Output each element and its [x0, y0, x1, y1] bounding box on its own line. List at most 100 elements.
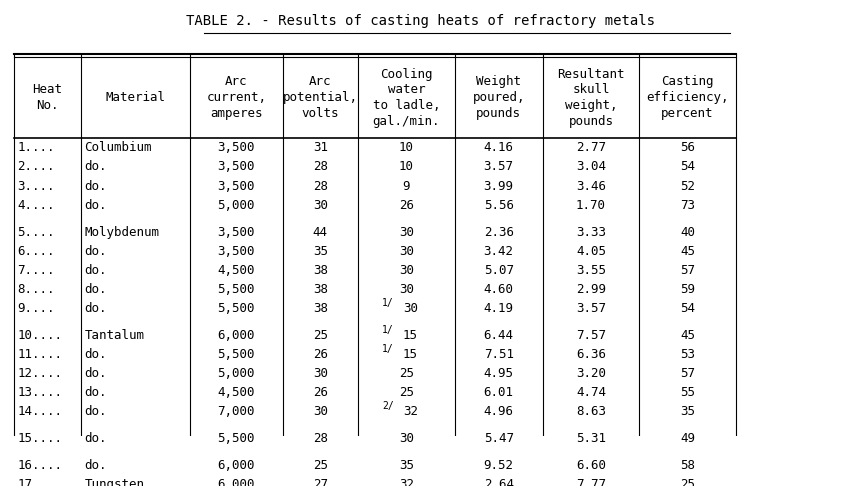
Text: 5,500: 5,500: [217, 302, 255, 315]
Text: 6,000: 6,000: [217, 459, 255, 472]
Text: 4.74: 4.74: [576, 386, 606, 399]
Text: 7.77: 7.77: [576, 478, 606, 486]
Text: 57: 57: [680, 264, 695, 277]
Text: 25: 25: [399, 367, 413, 380]
Text: do.: do.: [84, 433, 107, 445]
Text: Cooling: Cooling: [380, 68, 433, 81]
Text: Casting: Casting: [661, 75, 714, 88]
Text: 5....: 5....: [18, 226, 55, 239]
Text: 73: 73: [680, 199, 695, 211]
Text: 4.19: 4.19: [483, 302, 514, 315]
Text: 3.46: 3.46: [576, 179, 606, 192]
Text: 5,500: 5,500: [217, 433, 255, 445]
Text: Resultant: Resultant: [557, 68, 625, 81]
Text: 4,500: 4,500: [217, 386, 255, 399]
Text: 16....: 16....: [18, 459, 62, 472]
Text: 4.95: 4.95: [483, 367, 514, 380]
Text: 1/: 1/: [382, 344, 394, 354]
Text: 6.44: 6.44: [483, 329, 514, 342]
Text: 9....: 9....: [18, 302, 55, 315]
Text: 26: 26: [399, 199, 413, 211]
Text: 4....: 4....: [18, 199, 55, 211]
Text: 6.01: 6.01: [483, 386, 514, 399]
Text: 58: 58: [680, 459, 695, 472]
Text: do.: do.: [84, 160, 107, 174]
Text: 25: 25: [312, 459, 328, 472]
Text: 4.96: 4.96: [483, 405, 514, 418]
Text: do.: do.: [84, 264, 107, 277]
Text: Tantalum: Tantalum: [84, 329, 145, 342]
Text: 5,500: 5,500: [217, 283, 255, 296]
Text: 30: 30: [399, 283, 413, 296]
Text: 3,500: 3,500: [217, 226, 255, 239]
Text: amperes: amperes: [210, 107, 263, 120]
Text: do.: do.: [84, 405, 107, 418]
Text: 28: 28: [312, 160, 328, 174]
Text: Arc: Arc: [225, 75, 248, 88]
Text: 5.31: 5.31: [576, 433, 606, 445]
Text: 10: 10: [399, 160, 413, 174]
Text: 4,500: 4,500: [217, 264, 255, 277]
Text: 3....: 3....: [18, 179, 55, 192]
Text: efficiency,: efficiency,: [646, 91, 728, 104]
Text: 35: 35: [399, 459, 413, 472]
Text: 13....: 13....: [18, 386, 62, 399]
Text: do.: do.: [84, 386, 107, 399]
Text: Material: Material: [105, 91, 166, 104]
Text: 6,000: 6,000: [217, 478, 255, 486]
Text: 25: 25: [399, 386, 413, 399]
Text: 10: 10: [399, 141, 413, 154]
Text: 3.57: 3.57: [483, 160, 514, 174]
Text: 3.20: 3.20: [576, 367, 606, 380]
Text: TABLE 2. - Results of casting heats of refractory metals: TABLE 2. - Results of casting heats of r…: [186, 14, 656, 28]
Text: 17....: 17....: [18, 478, 62, 486]
Text: 32: 32: [403, 405, 418, 418]
Text: 53: 53: [680, 348, 695, 361]
Text: 12....: 12....: [18, 367, 62, 380]
Text: 57: 57: [680, 367, 695, 380]
Text: 3.99: 3.99: [483, 179, 514, 192]
Text: 4.60: 4.60: [483, 283, 514, 296]
Text: do.: do.: [84, 348, 107, 361]
Text: 45: 45: [680, 244, 695, 258]
Text: Columbium: Columbium: [84, 141, 152, 154]
Text: 6.36: 6.36: [576, 348, 606, 361]
Text: 26: 26: [312, 348, 328, 361]
Text: 4.16: 4.16: [483, 141, 514, 154]
Text: 27: 27: [312, 478, 328, 486]
Text: to ladle,: to ladle,: [372, 99, 440, 112]
Text: 3,500: 3,500: [217, 141, 255, 154]
Text: Arc: Arc: [309, 75, 332, 88]
Text: 28: 28: [312, 433, 328, 445]
Text: 38: 38: [312, 302, 328, 315]
Text: weight,: weight,: [565, 99, 617, 112]
Text: 4.05: 4.05: [576, 244, 606, 258]
Text: water: water: [387, 83, 425, 96]
Text: 5,000: 5,000: [217, 199, 255, 211]
Text: 32: 32: [399, 478, 413, 486]
Text: 1....: 1....: [18, 141, 55, 154]
Text: 35: 35: [680, 405, 695, 418]
Text: volts: volts: [301, 107, 339, 120]
Text: 30: 30: [399, 433, 413, 445]
Text: 54: 54: [680, 160, 695, 174]
Text: Weight: Weight: [476, 75, 521, 88]
Text: 59: 59: [680, 283, 695, 296]
Text: 30: 30: [399, 264, 413, 277]
Text: 55: 55: [680, 386, 695, 399]
Text: 6.60: 6.60: [576, 459, 606, 472]
Text: 3.33: 3.33: [576, 226, 606, 239]
Text: 3.55: 3.55: [576, 264, 606, 277]
Text: current,: current,: [206, 91, 266, 104]
Text: 7,000: 7,000: [217, 405, 255, 418]
Text: 3.57: 3.57: [576, 302, 606, 315]
Text: 52: 52: [680, 179, 695, 192]
Text: 6,000: 6,000: [217, 329, 255, 342]
Text: 10....: 10....: [18, 329, 62, 342]
Text: 2.99: 2.99: [576, 283, 606, 296]
Text: 9: 9: [402, 179, 410, 192]
Text: 30: 30: [312, 199, 328, 211]
Text: 3,500: 3,500: [217, 179, 255, 192]
Text: 26: 26: [312, 386, 328, 399]
Text: do.: do.: [84, 283, 107, 296]
